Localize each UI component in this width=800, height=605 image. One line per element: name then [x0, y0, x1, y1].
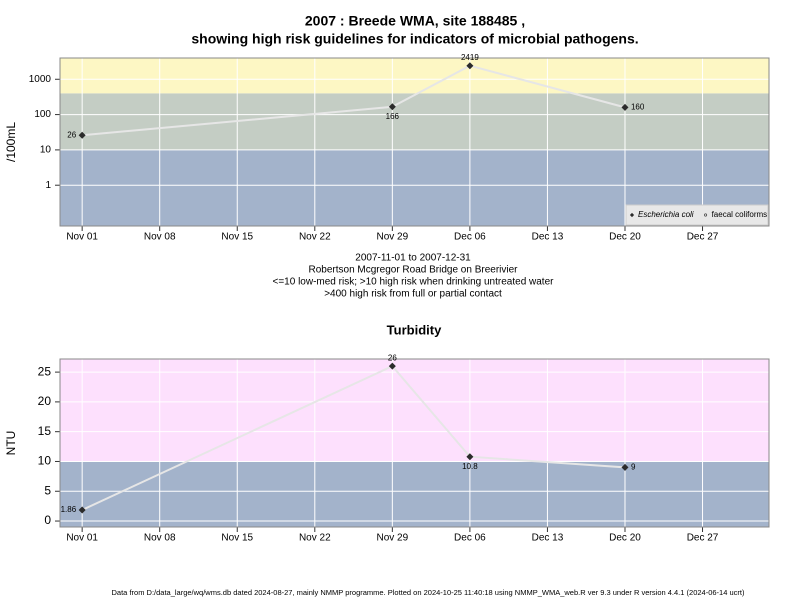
risk-band — [60, 359, 769, 462]
data-label: 26 — [388, 353, 397, 362]
marker — [621, 103, 629, 111]
risk-band — [60, 58, 769, 94]
y-axis-label: NTU — [4, 431, 18, 456]
series-line — [82, 64, 626, 137]
marker — [621, 463, 629, 471]
note: <=10 low-med risk; >10 high risk when dr… — [273, 277, 555, 288]
x-tick-label: Dec 27 — [687, 533, 719, 544]
y-tick-label: 5 — [44, 483, 51, 497]
data-label: 1.86 — [61, 505, 77, 514]
data-label: 9 — [631, 463, 636, 472]
data-label: 10.8 — [462, 462, 478, 471]
x-tick-label: Dec 13 — [532, 533, 564, 544]
footer: Data from D:/data_large/wq/wms.db dated … — [112, 588, 745, 597]
y-tick-label: 1000 — [29, 74, 52, 85]
chart-subtitle: showing high risk guidelines for indicat… — [191, 31, 638, 47]
marker — [388, 103, 396, 111]
y-tick-label: 20 — [38, 394, 52, 408]
risk-band — [60, 93, 769, 150]
y-axis-label: /100mL — [4, 122, 18, 162]
y-tick-label: 100 — [34, 109, 51, 120]
risk-band — [60, 461, 769, 527]
marker — [629, 212, 635, 218]
x-tick-label: Dec 13 — [532, 232, 564, 243]
y-tick-label: 25 — [38, 364, 52, 378]
data-label: 2419 — [461, 53, 479, 62]
x-tick-label: Nov 29 — [377, 533, 409, 544]
y-tick-label: 1 — [45, 180, 51, 191]
y-tick-label: 0 — [44, 513, 51, 527]
y-tick-label: 15 — [38, 424, 52, 438]
x-tick-label: Nov 22 — [299, 533, 331, 544]
series-line — [81, 364, 626, 511]
note: Robertson Mcgregor Road Bridge on Breeri… — [309, 265, 519, 276]
x-tick-label: Dec 06 — [454, 232, 486, 243]
plot-frame — [59, 358, 770, 528]
note: 2007-11-01 to 2007-12-31 — [355, 253, 471, 264]
x-tick-label: Dec 20 — [609, 533, 641, 544]
marker — [388, 362, 396, 370]
marker — [466, 453, 474, 461]
y-tick-label: 10 — [38, 454, 52, 468]
plot-frame — [59, 57, 770, 227]
x-tick-label: Nov 08 — [144, 232, 176, 243]
x-tick-label: Dec 27 — [687, 232, 719, 243]
marker — [78, 131, 86, 139]
x-tick-label: Nov 15 — [221, 533, 253, 544]
x-tick-label: Nov 01 — [66, 232, 98, 243]
legend-label: Escherichia coli — [638, 210, 694, 219]
marker — [78, 506, 86, 514]
x-tick-label: Nov 22 — [299, 232, 331, 243]
marker — [466, 62, 474, 70]
chart-title: 2007 : Breede WMA, site 188485 , — [305, 13, 525, 29]
data-label: 160 — [631, 102, 645, 111]
x-tick-label: Nov 29 — [377, 232, 409, 243]
panel-title: Turbidity — [387, 322, 442, 337]
legend-box — [625, 204, 769, 226]
data-label: 26 — [67, 130, 76, 139]
x-tick-label: Dec 06 — [454, 533, 486, 544]
y-tick-label: 10 — [40, 145, 52, 156]
x-tick-label: Nov 15 — [221, 232, 253, 243]
x-tick-label: Nov 08 — [144, 533, 176, 544]
data-label: 166 — [386, 112, 400, 121]
note: >400 high risk from full or partial cont… — [324, 289, 502, 300]
x-tick-label: Nov 01 — [66, 533, 98, 544]
legend-label: faecal coliforms — [712, 210, 768, 219]
marker — [704, 213, 708, 217]
x-tick-label: Dec 20 — [609, 232, 641, 243]
